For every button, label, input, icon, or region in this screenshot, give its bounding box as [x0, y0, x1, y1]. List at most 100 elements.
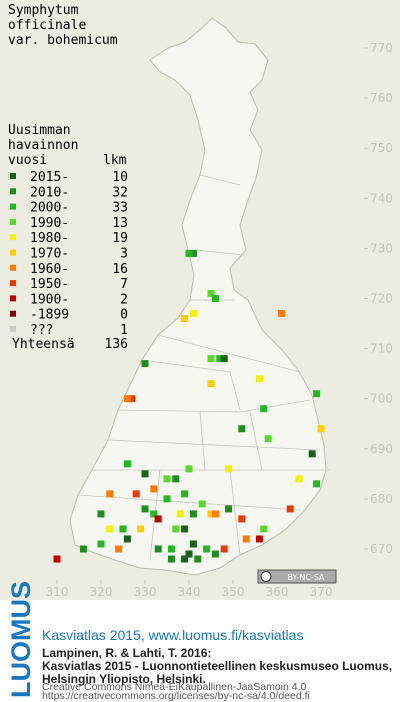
legend-label: 2010-	[30, 185, 69, 200]
legend-swatch	[10, 295, 16, 302]
occurrence	[238, 515, 246, 523]
occurrence	[167, 545, 175, 553]
total: 136	[105, 337, 128, 352]
y-tick-label: 700	[370, 392, 393, 406]
legend-count: 3	[120, 247, 128, 262]
legend-label: -1899	[30, 308, 69, 323]
legend-count: 1	[120, 323, 128, 338]
legend-swatch	[10, 280, 16, 287]
legend-swatch	[10, 188, 16, 195]
occurrence	[119, 525, 127, 533]
occurrence	[216, 355, 224, 363]
legend-header: Uusimman	[8, 123, 71, 138]
occurrence	[189, 540, 197, 548]
occurrence	[181, 555, 189, 563]
legend-swatch	[10, 234, 16, 241]
cc-badge-box	[257, 569, 337, 584]
title: officinale	[8, 18, 86, 33]
legend-swatch	[10, 310, 16, 317]
occurrence	[97, 510, 105, 518]
occurrence	[260, 525, 268, 533]
legend-count: 2	[120, 292, 128, 307]
occurrence	[123, 395, 131, 403]
occurrence	[123, 535, 131, 543]
cc-badge: BY-NC-SA	[287, 573, 325, 582]
occurrence	[123, 460, 131, 468]
occurrence	[189, 249, 197, 257]
occurrence	[79, 545, 87, 553]
occurrence	[255, 535, 263, 543]
occurrence	[53, 555, 61, 563]
occurrence	[181, 315, 189, 323]
y-tick-label: 730	[370, 241, 393, 255]
occurrence	[150, 485, 158, 493]
occurrence	[317, 425, 325, 433]
occurrence	[106, 525, 114, 533]
occurrence	[242, 535, 250, 543]
legend-swatch	[10, 264, 16, 271]
occurrence	[150, 510, 158, 518]
occurrence	[286, 505, 294, 513]
occurrence	[308, 450, 316, 458]
occurrence	[141, 360, 149, 368]
occurrence	[172, 525, 180, 533]
license: Creative Commons Nimeä-EiKaupallinen-Jaa…	[42, 681, 307, 693]
x-tick-label: 350	[222, 585, 245, 599]
legend-label: 2015-	[30, 170, 69, 185]
legend-swatch	[10, 173, 16, 179]
occurrence	[207, 380, 215, 388]
occurrence	[189, 310, 197, 318]
occurrence	[163, 495, 171, 503]
occurrence	[141, 505, 149, 513]
legend-label: 1990-	[30, 216, 69, 231]
link[interactable]: Kasviatlas 2015, www.luomus.fi/kasviatla…	[42, 627, 303, 643]
occurrence	[115, 545, 123, 553]
occurrence	[198, 500, 206, 508]
legend-count: 7	[120, 277, 128, 292]
legend-label: ???	[30, 323, 53, 338]
legend-col-year: vuosi	[8, 153, 47, 168]
occurrence	[185, 465, 193, 473]
occurrence	[185, 249, 193, 257]
y-tick-label: 760	[370, 91, 393, 105]
legend-label: 1960-	[30, 262, 69, 277]
legend-count: 16	[112, 262, 128, 277]
occurrence	[128, 395, 136, 403]
y-tick-label: 720	[370, 292, 393, 306]
occurrence	[132, 490, 140, 498]
occurrence	[167, 555, 175, 563]
x-tick-label: 330	[134, 585, 157, 599]
x-tick-label: 370	[310, 585, 333, 599]
occurrence	[185, 550, 193, 558]
occurrence	[189, 510, 197, 518]
y-tick-label: 690	[370, 442, 393, 456]
occurrence	[211, 510, 219, 518]
occurrence	[313, 480, 321, 488]
legend-label: 1900-	[30, 292, 69, 307]
legend-count: 32	[112, 185, 128, 200]
legend-label: 1970-	[30, 247, 69, 262]
occurrence	[181, 525, 189, 533]
legend-swatch	[10, 218, 16, 225]
occurrence	[106, 490, 114, 498]
occurrence	[176, 510, 184, 518]
legend-count: 33	[112, 201, 128, 216]
occurrence	[225, 505, 233, 513]
y-tick-label: 770	[370, 41, 393, 55]
brand: LUOMUS	[6, 581, 36, 698]
y-tick-label: 710	[370, 342, 393, 356]
legend-swatch	[10, 203, 16, 210]
occurrence	[141, 470, 149, 478]
occurrence	[137, 525, 145, 533]
legend-col-count: lkm	[103, 153, 127, 168]
y-tick-label: 740	[370, 191, 393, 205]
legend-label: 2000-	[30, 201, 69, 216]
occurrence	[163, 475, 171, 483]
occurrence	[260, 405, 268, 413]
occurrence	[207, 355, 215, 363]
legend-count: 10	[112, 170, 128, 185]
legend-swatch	[10, 326, 16, 332]
reference: Lampinen, R. & Lahti, T. 2016:	[42, 646, 211, 660]
x-tick-label: 320	[90, 585, 113, 599]
